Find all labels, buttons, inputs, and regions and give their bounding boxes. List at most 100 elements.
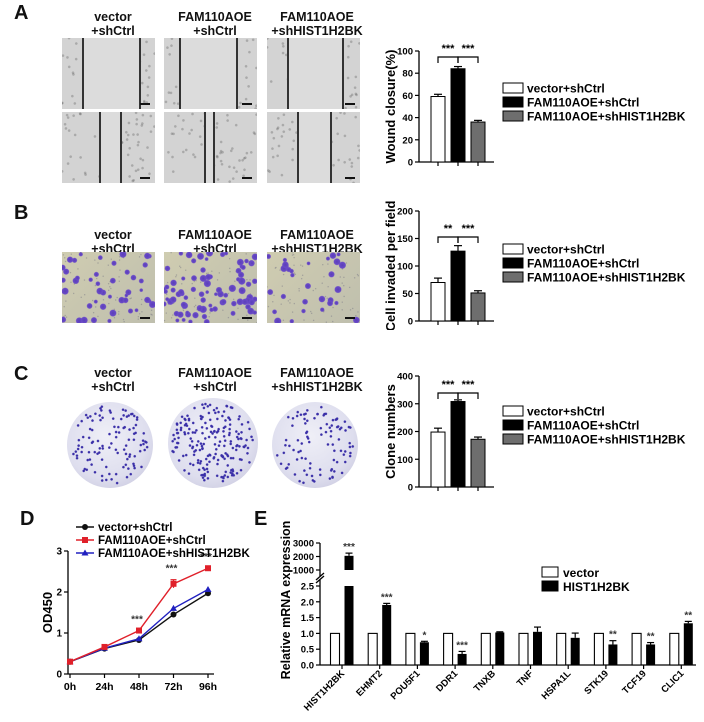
y-tick-label: 0	[408, 158, 413, 169]
bar-hist1h2bk	[646, 644, 656, 665]
y-tick-label: 3000	[293, 539, 314, 550]
bar	[430, 96, 446, 163]
x-tick-label: STK19	[582, 668, 611, 697]
y-tick-label: 2000	[293, 552, 314, 563]
x-tick-label: HSPA1L	[540, 668, 574, 702]
wound-image	[62, 38, 155, 109]
bar	[430, 431, 446, 488]
y-tick-label: 2.0	[301, 597, 314, 608]
scale-bar	[140, 317, 150, 319]
legend-swatch	[502, 110, 524, 122]
legend-label: vector+shCtrl	[98, 522, 172, 534]
bar	[450, 250, 466, 322]
wound-image	[267, 38, 360, 109]
significance-bracket	[457, 392, 479, 399]
y-tick-label: 100	[397, 47, 413, 58]
legend-label: FAM110AOE+shCtrl	[527, 96, 639, 110]
x-tick-label: CLIC1	[659, 668, 687, 696]
condition-label-a-2: FAM110AOE +shCtrl	[178, 10, 252, 38]
condition-label-a-1: vector +shCtrl	[91, 10, 135, 38]
transwell-image	[267, 252, 360, 323]
bar	[470, 121, 486, 163]
panel-letter-a: A	[14, 2, 29, 24]
legend-label: FAM110AOE+shHIST1H2BK	[98, 548, 250, 560]
panel-letter-d: D	[20, 508, 35, 530]
x-tick-label: TCF19	[620, 668, 648, 696]
legend-swatch	[541, 566, 559, 578]
axis-break	[315, 575, 325, 584]
x-tick-label: TNF	[515, 668, 536, 689]
bar-hist1h2bk	[457, 653, 467, 665]
x-tick-label: EHMT2	[354, 668, 385, 699]
significance-bracket	[437, 56, 459, 63]
axis-break	[315, 572, 325, 581]
bar-hist1h2bk	[382, 604, 392, 665]
significance-stars: ***	[462, 223, 476, 235]
y-axis-label: OD450	[40, 592, 55, 633]
x-tick-label: 24h	[95, 681, 113, 693]
bar-hist1h2bk	[344, 555, 354, 570]
x-tick-label: 48h	[130, 681, 148, 693]
scale-bar	[345, 177, 355, 179]
legend-swatch	[502, 243, 524, 255]
legend-swatch	[502, 405, 524, 417]
significance-stars: ***	[343, 542, 355, 553]
scale-bar	[242, 317, 252, 319]
x-tick-label: HIST1H2BK	[302, 668, 347, 713]
bar-vector	[631, 632, 642, 666]
condition-label-c-3: FAM110AOE +shHIST1H2BK	[271, 366, 363, 394]
y-tick-label: 1	[56, 629, 62, 640]
significance-stars: ***	[442, 43, 456, 55]
bar	[450, 68, 466, 163]
significance-stars: ***	[456, 640, 468, 651]
bar-hist1h2bk	[344, 586, 354, 665]
scale-bar	[140, 177, 150, 179]
panel-letter-c: C	[14, 363, 29, 385]
scale-bar	[345, 103, 355, 105]
wound-image	[62, 112, 155, 183]
y-tick-label: 1.0	[301, 629, 314, 640]
significance-bracket	[437, 392, 459, 399]
bar-vector	[480, 632, 491, 666]
condition-label-a-3: FAM110AOE +shHIST1H2BK	[271, 10, 363, 38]
x-tick-label: 0h	[64, 681, 76, 693]
y-tick-label: 50	[402, 289, 413, 300]
y-tick-label: 40	[402, 113, 413, 124]
legend-label: vector+shCtrl	[527, 82, 605, 96]
significance-bracket	[457, 236, 479, 243]
colony-dish	[67, 402, 153, 488]
y-tick-label: 100	[397, 262, 413, 273]
bar-hist1h2bk	[608, 644, 618, 665]
legend-label: FAM110AOE+shCtrl	[527, 257, 639, 271]
legend-swatch	[541, 580, 559, 592]
wound-closure-chart: Wound closure(%) 0 20 40 60 80 100 *** *** vector…	[383, 43, 686, 169]
x-tick-label: 96h	[199, 681, 217, 693]
y-axis-label: Wound closure(%)	[383, 50, 398, 164]
series-line	[69, 592, 209, 663]
significance-stars: ***	[462, 43, 476, 55]
y-tick-label: 200	[397, 207, 413, 218]
bar	[430, 282, 446, 322]
y-tick-label: 400	[397, 372, 413, 383]
bar-hist1h2bk	[683, 623, 693, 665]
legend-swatch	[502, 433, 524, 445]
y-tick-label: 2.5	[301, 582, 315, 593]
bar	[470, 292, 486, 322]
significance-stars: ***	[381, 592, 393, 603]
wound-image	[164, 112, 257, 183]
y-tick-label: 300	[397, 399, 413, 410]
legend-swatch	[502, 96, 524, 108]
scale-bar	[140, 103, 150, 105]
wound-image	[267, 112, 360, 183]
legend-label: FAM110AOE+shHIST1H2BK	[527, 271, 686, 285]
y-tick-label: 0.5	[301, 645, 315, 656]
clone-numbers-chart: Clone numbers 0 100 200 300 400 *** *** vector+s…	[383, 372, 686, 494]
x-tick-label: TNXB	[472, 668, 498, 694]
colony-dish	[272, 402, 358, 488]
significance-stars: **	[609, 630, 617, 641]
panel-letter-e: E	[254, 508, 268, 530]
significance-stars: **	[647, 632, 655, 643]
significance-stars: *	[422, 630, 426, 641]
significance-stars: ***	[166, 564, 178, 575]
significance-stars: ***	[462, 379, 476, 391]
